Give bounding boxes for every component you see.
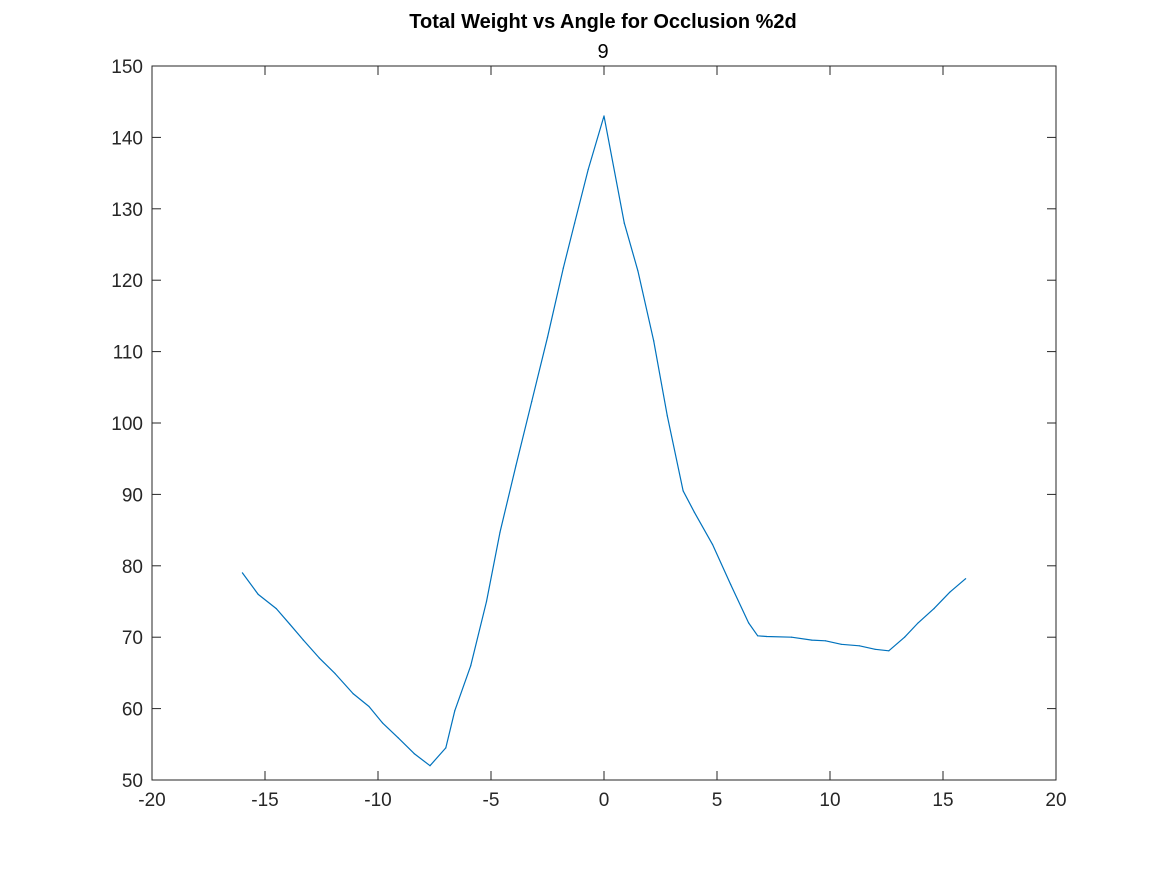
- data-point: [546, 336, 549, 338]
- data-point: [531, 401, 533, 403]
- data-point: [949, 591, 951, 593]
- data-point: [289, 623, 291, 625]
- data-point: [241, 572, 243, 574]
- data-point: [666, 415, 668, 417]
- data-point: [623, 222, 625, 224]
- x-tick-label: -5: [483, 790, 500, 811]
- x-tick-label: 20: [1045, 790, 1066, 811]
- data-point: [653, 340, 655, 342]
- data-point: [257, 593, 259, 596]
- data-point: [888, 650, 890, 652]
- data-point: [637, 270, 639, 272]
- data-point: [791, 636, 793, 638]
- data-point: [757, 635, 759, 637]
- data-point: [499, 531, 501, 533]
- data-point: [368, 705, 370, 708]
- x-tick-label: -20: [138, 790, 165, 811]
- plot-area: [151, 65, 1057, 781]
- data-point: [682, 490, 684, 492]
- series-line: [241, 115, 966, 767]
- x-axis: -20 -15 -10 -5 0 5 10 15 20: [138, 66, 1067, 811]
- data-point: [874, 648, 876, 650]
- chart-title: Total Weight vs Angle for Occlusion %2d: [409, 11, 796, 33]
- data-point: [302, 639, 304, 641]
- x-tick-label: -10: [364, 790, 391, 811]
- x-tick-label: 0: [599, 790, 610, 811]
- x-tick-label: 15: [932, 790, 953, 811]
- data-point: [811, 639, 813, 641]
- data-point: [515, 465, 517, 467]
- data-point: [334, 673, 336, 675]
- y-axis: 50 60 70 80 90 100 110 120 130 140 150: [111, 57, 1056, 792]
- data-point: [485, 600, 488, 603]
- data-point: [445, 747, 447, 749]
- data-point: [730, 583, 732, 586]
- data-point: [562, 267, 564, 269]
- data-point: [858, 645, 861, 647]
- data-point: [454, 710, 456, 712]
- data-point: [275, 608, 277, 610]
- x-tick-label: -15: [251, 790, 278, 811]
- y-tick-label: 140: [111, 128, 143, 149]
- data-point: [352, 693, 354, 695]
- y-tick-label: 100: [111, 414, 143, 435]
- data-point: [470, 665, 472, 667]
- y-tick-label: 110: [113, 343, 143, 364]
- data-point: [965, 578, 967, 580]
- y-tick-label: 60: [122, 700, 143, 721]
- data-point: [429, 765, 431, 767]
- data-point: [413, 753, 415, 755]
- x-tick-label: 10: [819, 790, 840, 811]
- y-tick-label: 130: [111, 200, 143, 221]
- data-point: [711, 543, 714, 546]
- y-tick-label: 80: [122, 557, 143, 578]
- data-point: [603, 115, 605, 117]
- data-point: [587, 168, 589, 171]
- y-tick-label: 90: [122, 485, 143, 506]
- data-point: [824, 640, 827, 642]
- data-point: [381, 722, 384, 724]
- data-point: [748, 622, 750, 624]
- y-tick-label: 70: [122, 628, 143, 649]
- x-tick-label: 5: [712, 790, 723, 811]
- y-tick-label: 50: [122, 771, 143, 792]
- y-tick-label: 150: [111, 57, 143, 78]
- data-point: [693, 511, 696, 513]
- series-layer: [241, 115, 967, 767]
- data-point: [904, 636, 906, 638]
- data-point: [574, 222, 576, 224]
- data-point: [933, 608, 935, 610]
- y-tick-label: 120: [111, 271, 143, 292]
- data-point: [917, 622, 919, 624]
- data-point: [318, 657, 320, 659]
- data-point: [840, 643, 842, 645]
- data-point: [766, 635, 768, 638]
- data-point: [397, 737, 399, 739]
- chart-subtitle: 9: [597, 41, 608, 63]
